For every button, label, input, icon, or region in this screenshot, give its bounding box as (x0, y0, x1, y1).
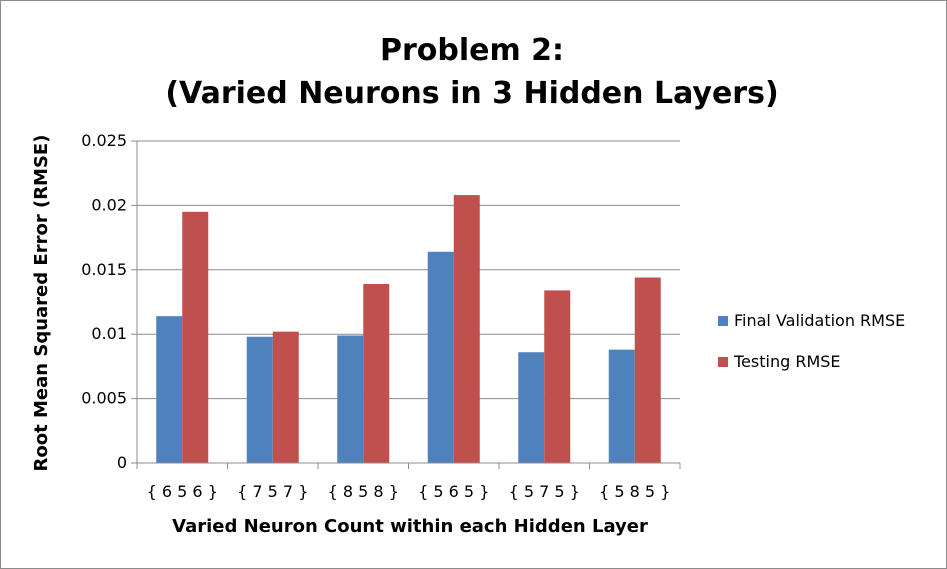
bar-validation (608, 349, 635, 463)
legend-label: Testing RMSE (733, 352, 841, 371)
bars (156, 195, 661, 463)
legend-swatch (718, 357, 728, 367)
bar-testing (634, 277, 661, 463)
bar-validation (337, 335, 364, 463)
bar-testing (182, 211, 209, 463)
chart-title-line2: (Varied Neurons in 3 Hidden Layers) (165, 76, 778, 111)
x-tick-label: { 5 7 5 } (509, 482, 580, 501)
x-tick-label: { 5 6 5 } (418, 482, 489, 501)
x-tick-label: { 8 5 8 } (328, 482, 399, 501)
x-axis-title: Varied Neuron Count within each Hidden L… (172, 516, 648, 537)
x-tick-labels: { 6 5 6 } { 7 5 7 } { 8 5 8 } { 5 6 5 } { 5 … (147, 482, 671, 501)
gridlines (137, 140, 680, 400)
x-tick-label: { 5 8 5 } (599, 482, 670, 501)
legend-label: Final Validation RMSE (734, 311, 905, 330)
bar-validation (246, 336, 273, 463)
bar-validation (156, 316, 183, 463)
chart-title-line1: Problem 2: (380, 33, 564, 68)
y-axis-title: Root Mean Squared Error (RMSE) (31, 135, 52, 472)
y-tick-label: 0.02 (91, 195, 127, 214)
y-tick-label: 0.015 (81, 260, 127, 279)
bar-testing (453, 195, 480, 463)
x-tick-label: { 7 5 7 } (237, 482, 308, 501)
bar-testing (272, 331, 299, 463)
y-tick-label: 0.005 (81, 389, 127, 408)
y-tick-label: 0.01 (91, 324, 127, 343)
y-tick-label: 0.025 (81, 131, 127, 150)
bar-testing (544, 290, 571, 463)
legend-swatch (718, 316, 728, 326)
legend: Final Validation RMSE Testing RMSE (718, 311, 905, 371)
y-tick-labels: 0 0.005 0.01 0.015 0.02 0.025 (81, 131, 137, 472)
axes (136, 141, 681, 469)
bar-validation (427, 251, 454, 463)
x-tick-label: { 6 5 6 } (147, 482, 218, 501)
y-tick-label: 0 (117, 453, 127, 472)
bar-testing (363, 283, 390, 463)
bar-validation (518, 352, 545, 463)
